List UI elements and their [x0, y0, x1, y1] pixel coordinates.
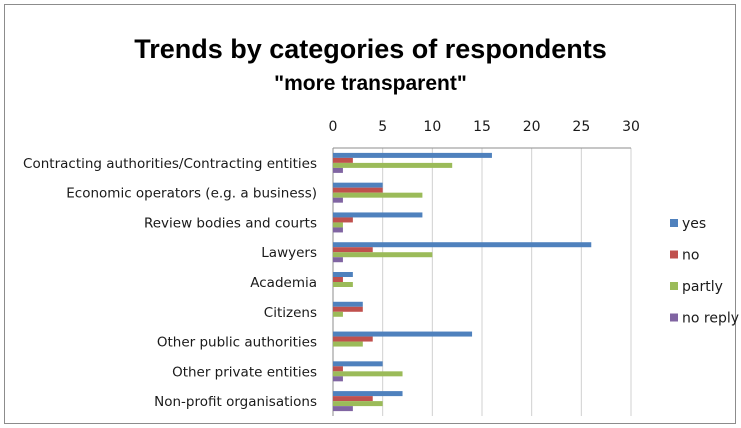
bar-no-other-private-entities — [333, 366, 343, 372]
category-label-lawyers: Lawyers — [261, 245, 317, 261]
bar-partly-economic-operators-e-g-a-business — [333, 192, 423, 198]
bar-partly-contracting-authorities-contracting-entities — [333, 162, 453, 168]
bar-no-reply-economic-operators-e-g-a-business — [333, 197, 343, 203]
bar-no-reply-lawyers — [333, 257, 343, 263]
category-label-other-private-entities: Other private entities — [172, 364, 317, 380]
legend-label-yes: yes — [682, 216, 706, 232]
category-label-citizens: Citizens — [264, 305, 317, 321]
x-tick-label-20: 20 — [523, 119, 541, 135]
x-tick-label-30: 30 — [622, 119, 640, 135]
bar-yes-economic-operators-e-g-a-business — [333, 182, 383, 188]
bar-no-citizens — [333, 306, 363, 312]
bar-partly-review-bodies-and-courts — [333, 222, 343, 228]
bar-partly-other-public-authorities — [333, 341, 363, 347]
legend-swatch-no — [670, 250, 678, 259]
x-tick-label-5: 5 — [378, 119, 387, 135]
bar-no-reply-contracting-authorities-contracting-entities — [333, 167, 343, 173]
bar-no-economic-operators-e-g-a-business — [333, 187, 383, 193]
bar-partly-lawyers — [333, 252, 433, 258]
x-tick-label-15: 15 — [473, 119, 491, 135]
bar-no-reply-other-private-entities — [333, 376, 343, 382]
bar-yes-contracting-authorities-contracting-entities — [333, 152, 492, 158]
legend-label-no-reply: no reply — [682, 311, 739, 327]
category-label-non-profit-organisations: Non-profit organisations — [154, 394, 317, 410]
x-tick-label-25: 25 — [572, 119, 590, 135]
bar-yes-citizens — [333, 301, 363, 307]
chart-subtitle: "more transparent" — [274, 72, 467, 95]
bar-partly-citizens — [333, 311, 343, 317]
legend-swatch-partly — [670, 282, 678, 290]
bar-partly-other-private-entities — [333, 371, 403, 377]
bar-no-reply-review-bodies-and-courts — [333, 227, 343, 233]
bar-partly-non-profit-organisations — [333, 401, 383, 407]
bar-no-review-bodies-and-courts — [333, 217, 353, 223]
category-label-economic-operators-e-g-a-business: Economic operators (e.g. a business) — [66, 186, 317, 202]
legend-swatch-no-reply — [670, 313, 678, 322]
chart-title: Trends by categories of respondents — [134, 34, 607, 64]
bar-yes-other-private-entities — [333, 361, 383, 367]
bar-yes-non-profit-organisations — [333, 391, 403, 397]
legend-swatch-yes — [670, 219, 678, 227]
category-label-contracting-authorities-contracting-entities: Contracting authorities/Contracting enti… — [23, 156, 317, 172]
category-label-other-public-authorities: Other public authorities — [157, 335, 317, 351]
bar-no-reply-non-profit-organisations — [333, 406, 353, 412]
bar-yes-other-public-authorities — [333, 331, 473, 337]
bar-no-lawyers — [333, 247, 373, 253]
x-tick-label-10: 10 — [423, 119, 441, 135]
category-label-academia: Academia — [250, 275, 317, 291]
bar-yes-academia — [333, 272, 353, 277]
bar-yes-review-bodies-and-courts — [333, 212, 423, 218]
bar-no-contracting-authorities-contracting-entities — [333, 157, 353, 163]
legend-label-partly: partly — [682, 279, 723, 295]
bar-no-academia — [333, 277, 343, 282]
bar-no-non-profit-organisations — [333, 396, 373, 402]
category-label-review-bodies-and-courts: Review bodies and courts — [144, 215, 317, 231]
bar-partly-academia — [333, 282, 353, 287]
bar-yes-lawyers — [333, 242, 592, 248]
legend-label-no: no — [682, 248, 699, 264]
x-tick-label-0: 0 — [329, 119, 338, 135]
bar-no-other-public-authorities — [333, 336, 373, 342]
